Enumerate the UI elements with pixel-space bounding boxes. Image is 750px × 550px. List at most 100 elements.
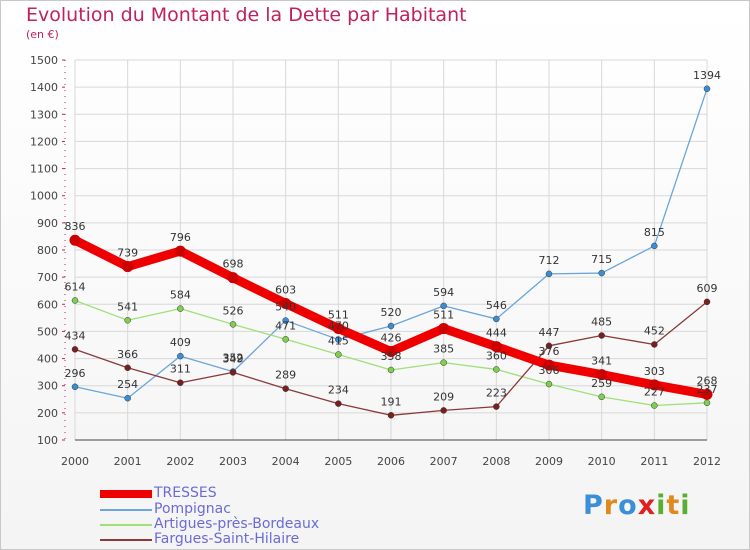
y-tick-label: 1200 [30, 135, 58, 148]
data-point [493, 403, 500, 410]
chart-subtitle: (en €) [26, 28, 59, 41]
legend-swatch-artigues [100, 524, 152, 526]
data-label: 268 [697, 374, 718, 387]
x-tick-label: 2006 [377, 455, 405, 468]
legend-label-pompignac: Pompignac [154, 501, 231, 517]
data-label: 352 [223, 352, 244, 365]
data-point [703, 85, 711, 93]
data-point [280, 297, 292, 309]
x-tick-label: 2010 [588, 455, 616, 468]
data-point [122, 261, 134, 273]
data-label: 796 [170, 231, 191, 244]
data-point [438, 322, 450, 334]
y-tick-label: 400 [37, 353, 58, 366]
data-label: 234 [328, 384, 349, 397]
legend-swatch-pompignac [100, 509, 152, 511]
legend-label-artigues: Artigues-près-Bordeaux [154, 516, 320, 532]
data-label: 470 [328, 320, 349, 333]
logo-letter: r [603, 490, 619, 521]
data-point [282, 317, 289, 324]
logo-letter: x [637, 490, 657, 521]
data-label: 1394 [693, 69, 721, 82]
data-label: 409 [170, 336, 191, 349]
data-point [229, 321, 237, 328]
data-label: 511 [328, 308, 349, 321]
data-point [703, 298, 711, 306]
data-point [385, 346, 397, 358]
data-point [335, 336, 342, 343]
data-point [177, 352, 184, 360]
data-point [703, 399, 711, 407]
data-point [282, 336, 289, 343]
data-point [493, 315, 500, 323]
data-label: 358 [381, 350, 402, 363]
legend-swatch-tresses [100, 490, 152, 498]
data-label: 739 [117, 247, 138, 260]
data-label: 511 [433, 308, 454, 321]
data-point [387, 366, 395, 374]
data-point [543, 359, 555, 371]
data-label: 259 [591, 377, 612, 390]
data-point [598, 393, 605, 401]
data-point [490, 341, 502, 353]
data-label: 385 [433, 343, 454, 356]
proxiti-logo: Proxiti [583, 490, 691, 521]
logo-letter: t [666, 490, 681, 521]
y-tick-label: 700 [37, 271, 58, 284]
data-point [124, 394, 131, 402]
data-point [493, 366, 500, 373]
data-label: 223 [486, 387, 507, 400]
data-point [71, 383, 79, 391]
data-label: 376 [539, 345, 560, 358]
data-point [335, 400, 342, 407]
data-point [177, 305, 184, 312]
data-label: 452 [644, 324, 665, 337]
y-tick-label: 600 [37, 298, 58, 311]
data-label: 520 [381, 306, 402, 319]
data-label: 349 [223, 352, 244, 365]
y-tick-label: 1100 [30, 163, 58, 176]
chart-title: Evolution du Montant de la Dette par Hab… [26, 4, 467, 26]
data-point [387, 322, 395, 330]
data-point [387, 412, 395, 419]
y-tick-label: 300 [37, 380, 58, 393]
data-label: 237 [697, 383, 718, 396]
data-point [282, 385, 289, 392]
data-point [651, 242, 658, 250]
data-label: 254 [117, 378, 138, 391]
y-tick-label: 500 [37, 325, 58, 338]
data-label: 541 [117, 300, 138, 313]
y-tick-label: 1000 [30, 190, 58, 203]
data-point [598, 269, 605, 277]
logo-letter: o [618, 490, 638, 521]
data-point [229, 369, 237, 376]
data-point [124, 364, 131, 372]
data-point [69, 234, 81, 246]
data-label: 698 [223, 258, 244, 271]
y-tick-label: 1400 [30, 81, 58, 94]
data-label: 415 [328, 335, 349, 348]
legend-label-tresses: TRESSES [154, 485, 217, 501]
data-label: 594 [433, 286, 454, 299]
logo-letter: i [656, 490, 667, 521]
data-point [71, 346, 79, 353]
data-label: 434 [65, 329, 86, 342]
data-point [174, 245, 186, 257]
data-label: 609 [697, 282, 718, 295]
data-label: 712 [539, 254, 560, 267]
x-tick-label: 2012 [693, 455, 721, 468]
x-tick-label: 2004 [272, 455, 300, 468]
data-point [440, 407, 447, 414]
logo-letter: i [680, 490, 691, 521]
data-label: 485 [591, 316, 612, 329]
data-label: 603 [275, 283, 296, 296]
data-label: 426 [381, 332, 402, 345]
data-label: 815 [644, 226, 665, 239]
data-label: 311 [170, 363, 191, 376]
data-point [651, 402, 658, 409]
y-tick-label: 1300 [30, 108, 58, 121]
data-label: 444 [486, 327, 507, 340]
data-label: 289 [275, 369, 296, 382]
legend-label-fargues: Fargues-Saint-Hilaire [154, 531, 300, 547]
data-point [545, 270, 553, 278]
